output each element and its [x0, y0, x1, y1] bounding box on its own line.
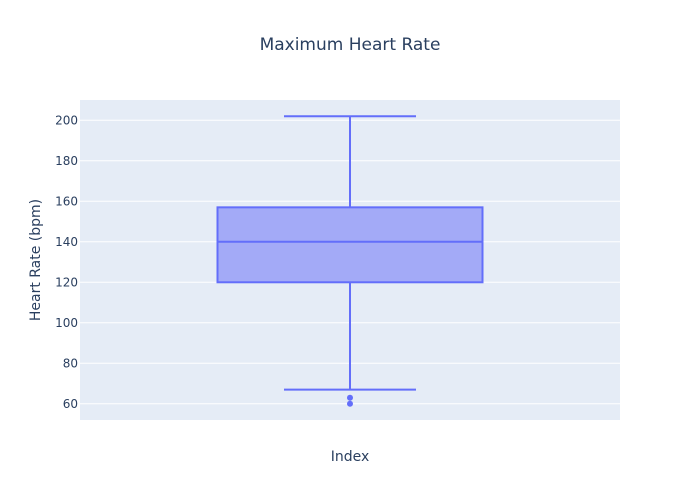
outlier-point-1: [347, 394, 353, 401]
y-tick-label-80: 80: [63, 356, 78, 370]
chart-title: Maximum Heart Rate: [260, 35, 441, 55]
y-tick-label-140: 140: [55, 235, 78, 249]
y-tick-label-160: 160: [55, 194, 78, 208]
box-plot: [216, 115, 484, 407]
y-tick-label-200: 200: [55, 113, 78, 127]
y-tick-label-120: 120: [55, 275, 78, 289]
iqr-box: [216, 206, 484, 284]
box-series-0: [216, 115, 484, 407]
y-axis-ticks: 60 80 100 120 140 160 180 200: [55, 113, 78, 411]
outlier-point-0: [347, 400, 353, 407]
y-tick-label-180: 180: [55, 154, 78, 168]
x-axis-title: Index: [331, 449, 370, 465]
y-tick-label-60: 60: [63, 397, 78, 411]
y-tick-label-100: 100: [55, 316, 78, 330]
y-axis-title: Heart Rate (bpm): [28, 199, 44, 321]
